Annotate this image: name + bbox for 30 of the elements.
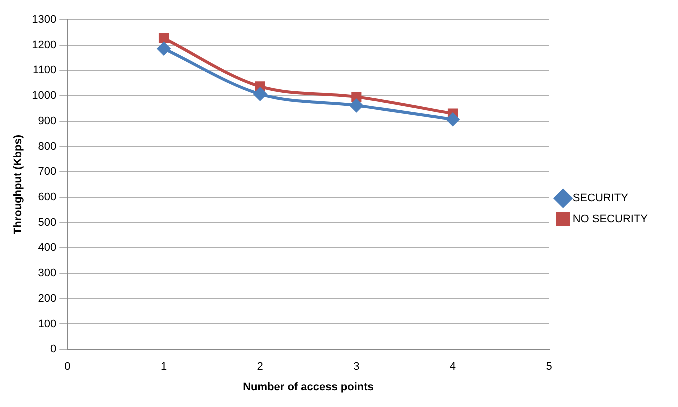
point	[446, 113, 460, 126]
point	[352, 92, 362, 102]
x-tick-label: 0	[64, 361, 71, 374]
y-tick-label: 200	[38, 292, 57, 305]
y-axis-title: Throughput (Kbps)	[12, 134, 25, 235]
x-tick-label: 4	[450, 361, 456, 374]
y-tick-label: 1300	[32, 14, 57, 26]
x-axis-title: Number of access points	[243, 381, 374, 394]
y-tick-label: 600	[38, 192, 57, 204]
point	[158, 42, 170, 56]
y-tick-label: 700	[38, 166, 57, 178]
legend-label: NO SECURITY	[572, 214, 649, 226]
y-tick-label: 100	[38, 318, 57, 330]
y-tick-label: 400	[38, 242, 57, 254]
point	[254, 88, 267, 101]
y-tick-label: 300	[38, 268, 57, 280]
y-tick-label: 0	[50, 344, 57, 356]
legend-label: SECURITY	[572, 192, 630, 205]
y-tick-label: 1200	[32, 39, 57, 52]
x-tick-label: 5	[546, 361, 552, 374]
y-tick-label: 500	[38, 216, 57, 229]
point	[350, 99, 364, 112]
x-tick-label: 3	[354, 361, 360, 374]
point	[158, 33, 170, 44]
x-tick-label: 2	[257, 361, 264, 374]
y-tick-label: 900	[38, 115, 57, 128]
x-tick-label: 1	[160, 361, 168, 374]
y-tick-label: 800	[38, 140, 57, 153]
y-tick-label: 1100	[33, 64, 57, 77]
y-tick-label: 1000	[32, 90, 57, 102]
